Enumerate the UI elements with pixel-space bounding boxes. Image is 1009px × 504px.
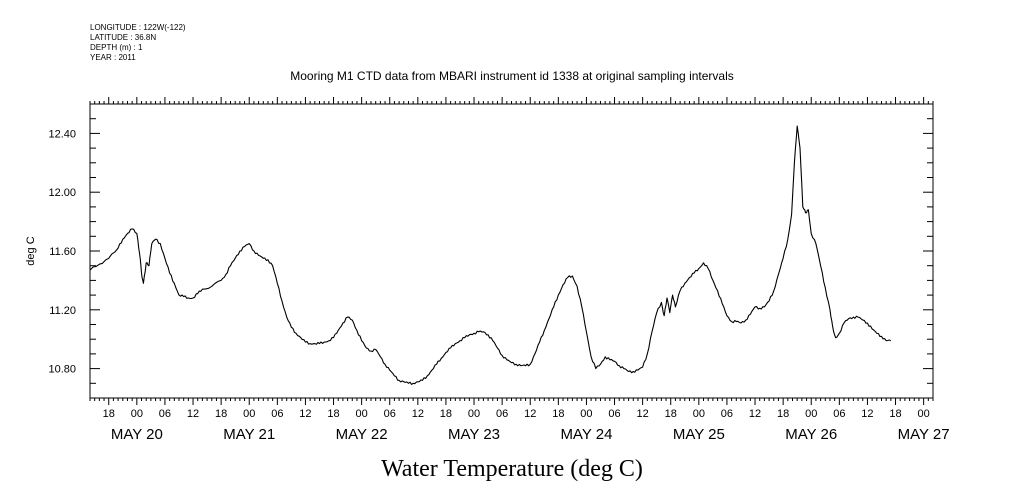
- x-hour-label: 00: [693, 408, 705, 420]
- x-hour-label: 06: [496, 408, 508, 420]
- x-day-label: MAY 21: [223, 426, 275, 443]
- y-tick-label: 11.20: [49, 305, 76, 317]
- y-tick-label: 10.80: [48, 364, 76, 376]
- x-day-label: MAY 26: [785, 426, 837, 443]
- x-day-label: MAY 23: [448, 426, 500, 443]
- x-hour-label: 06: [384, 408, 396, 420]
- header-year: YEAR : 2011: [90, 53, 136, 62]
- x-hour-label: 18: [327, 408, 339, 420]
- y-tick-label: 12.00: [48, 187, 76, 199]
- x-hour-label: 06: [721, 408, 733, 420]
- temperature-line: [89, 125, 892, 385]
- x-hour-label: 18: [889, 408, 901, 420]
- x-hour-label: 12: [187, 408, 199, 420]
- x-day-label: MAY 20: [111, 426, 163, 443]
- x-hour-label: 12: [637, 408, 649, 420]
- x-hour-label: 00: [468, 408, 480, 420]
- x-hour-label: 00: [805, 408, 817, 420]
- header-info: LONGITUDE : 122W(-122) LATITUDE : 36.8N …: [90, 23, 186, 62]
- x-hour-label: 18: [103, 408, 115, 420]
- x-day-label: MAY 27: [898, 426, 950, 443]
- header-longitude: LONGITUDE : 122W(-122): [90, 23, 186, 32]
- x-hour-label: 12: [749, 408, 761, 420]
- x-hour-label: 00: [131, 408, 143, 420]
- header-latitude: LATITUDE : 36.8N: [90, 33, 156, 42]
- x-hour-label: 12: [524, 408, 536, 420]
- x-day-label: MAY 25: [673, 426, 725, 443]
- x-hour-label: 00: [918, 408, 930, 420]
- x-day-label: MAY 22: [336, 426, 388, 443]
- x-hour-label: 06: [608, 408, 620, 420]
- x-axis-label: Water Temperature (deg C): [381, 456, 643, 482]
- x-hour-label: 06: [159, 408, 171, 420]
- x-hour-label: 12: [861, 408, 873, 420]
- x-axis: 18 00 06 12 18 00 06 12 18 00 06 12 18 00 06 12 18 00 06 12…: [89, 97, 950, 443]
- x-hour-label: 00: [356, 408, 368, 420]
- y-axis-label: deg C: [25, 236, 37, 265]
- x-hour-label: 12: [412, 408, 424, 420]
- x-hour-label: 18: [665, 408, 677, 420]
- y-axis: 10.80 11.20 11.60 12.00 12.40: [48, 103, 933, 399]
- x-hour-label: 00: [580, 408, 592, 420]
- plot-frame: [89, 103, 934, 399]
- x-hour-label: 18: [552, 408, 564, 420]
- x-day-label: MAY 24: [560, 426, 612, 443]
- chart-title: Mooring M1 CTD data from MBARI instrumen…: [290, 69, 734, 83]
- y-tick-label: 11.60: [49, 246, 76, 258]
- x-hour-label: 00: [243, 408, 255, 420]
- x-hour-label: 18: [777, 408, 789, 420]
- x-hour-label: 18: [440, 408, 452, 420]
- y-tick-label: 12.40: [48, 128, 76, 140]
- x-hour-label: 18: [215, 408, 227, 420]
- x-hour-label: 06: [833, 408, 845, 420]
- x-hour-label: 12: [299, 408, 311, 420]
- header-depth: DEPTH (m) : 1: [90, 43, 143, 52]
- x-hour-label: 06: [271, 408, 283, 420]
- series-layer: [89, 125, 892, 385]
